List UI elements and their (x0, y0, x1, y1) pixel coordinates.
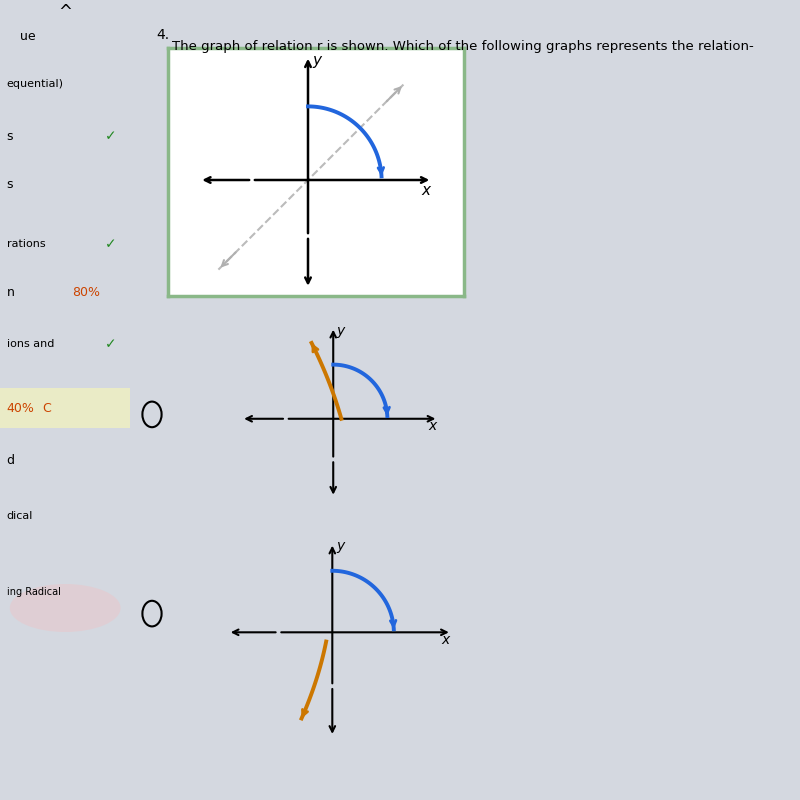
Text: rations: rations (6, 239, 45, 249)
Text: The graph of relation r is shown. Which of the following graphs represents the r: The graph of relation r is shown. Which … (172, 40, 754, 53)
Text: equential): equential) (6, 79, 63, 89)
Text: ions and: ions and (6, 339, 54, 349)
Text: ✓: ✓ (105, 129, 117, 143)
Text: y: y (337, 324, 345, 338)
Text: x: x (429, 419, 437, 434)
Text: x: x (442, 633, 450, 646)
Text: ing Radical: ing Radical (6, 587, 60, 597)
Text: 4.: 4. (156, 28, 169, 42)
Text: C: C (39, 402, 52, 414)
Text: ✓: ✓ (105, 337, 117, 351)
Text: x: x (422, 182, 430, 198)
Text: s: s (6, 130, 13, 142)
Text: dical: dical (6, 511, 33, 521)
Text: ue: ue (19, 30, 35, 42)
Text: 40%: 40% (6, 402, 34, 414)
Ellipse shape (10, 584, 121, 632)
Text: s: s (6, 178, 13, 190)
Text: ^: ^ (58, 3, 72, 21)
Text: n: n (6, 286, 14, 298)
Text: d: d (6, 454, 14, 466)
Text: 80%: 80% (72, 286, 100, 298)
Bar (0, 388, 130, 428)
Text: ✓: ✓ (105, 237, 117, 251)
Text: y: y (313, 54, 322, 69)
Text: y: y (337, 539, 345, 554)
